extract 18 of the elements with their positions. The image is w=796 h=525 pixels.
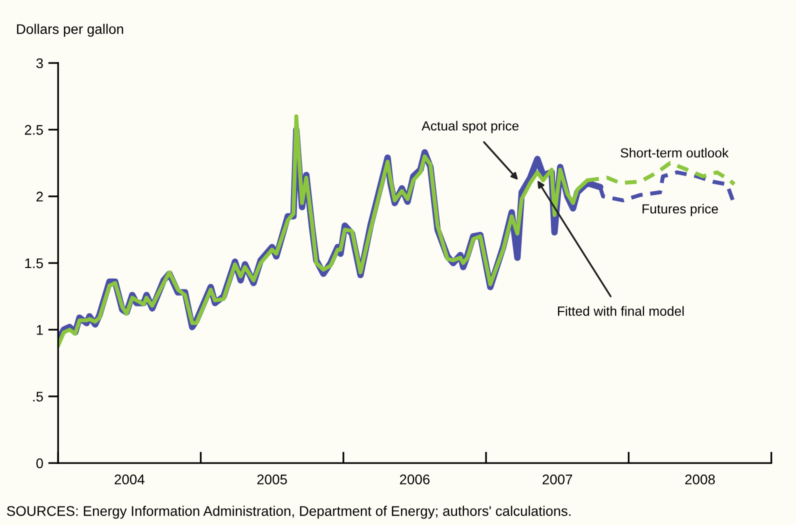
annotation: Fitted with final model	[558, 306, 684, 316]
y-tick-label: 1	[36, 325, 43, 335]
x-tick-label: 2004	[114, 474, 144, 484]
y-tick-label: 2.5	[24, 125, 43, 135]
y-tick-label: .5	[33, 392, 43, 402]
y-axis-title: Dollars per gallon	[17, 24, 124, 37]
y-tick-label: 3	[36, 58, 43, 68]
source-note: SOURCES: Energy Information Administration, Department of Energy; authors' calculations.	[7, 506, 571, 519]
y-tick-label: 2	[36, 192, 43, 202]
annotation: Actual spot price	[422, 120, 519, 134]
y-tick-label: 1.5	[25, 258, 43, 268]
annotation: Short-term outlook	[620, 148, 729, 158]
x-tick-label: 2007	[542, 474, 572, 484]
x-tick-label: 2005	[257, 474, 287, 484]
y-tick-label: 0	[36, 458, 43, 468]
x-tick-label: 2008	[685, 474, 715, 484]
annotation: Futures price	[642, 204, 718, 216]
x-tick-label: 2006	[400, 474, 430, 484]
